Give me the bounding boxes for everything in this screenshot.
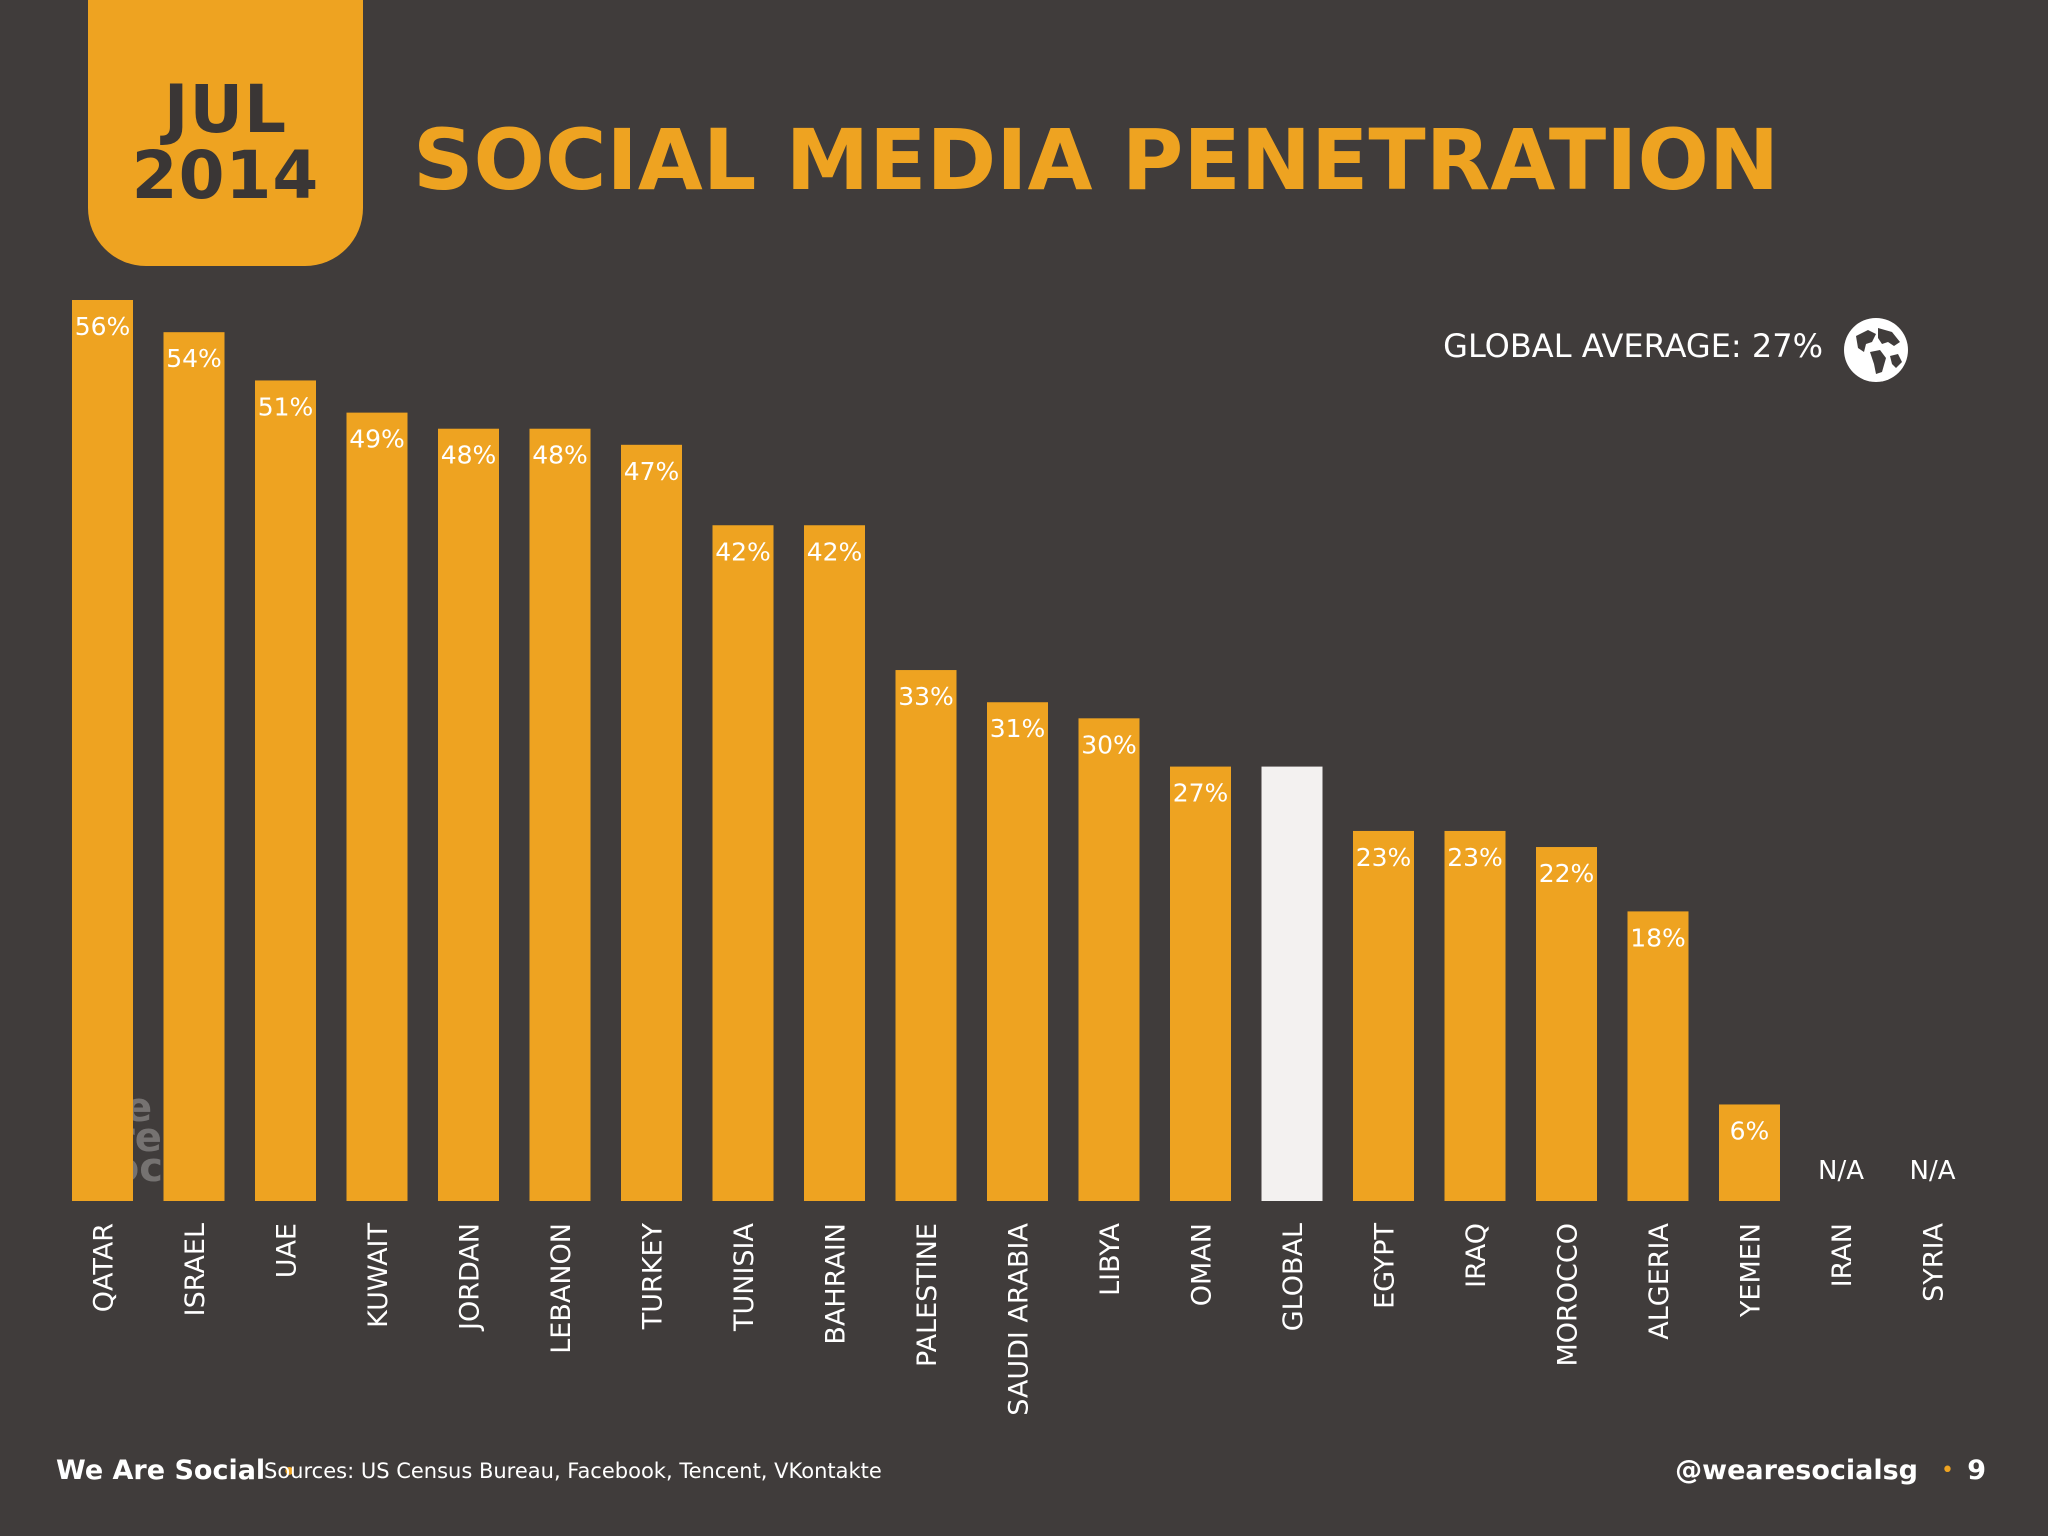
category-label-kuwait: KUWAIT: [363, 1222, 394, 1327]
data-label-uae: 51%: [258, 392, 314, 421]
date-month: JUL: [163, 71, 288, 148]
data-label-libya: 30%: [1081, 730, 1137, 759]
data-label-yemen: 6%: [1730, 1116, 1770, 1145]
data-label-iran: N/A: [1818, 1156, 1864, 1186]
bar-saudi-arabia: [987, 702, 1048, 1201]
category-label-uae: UAE: [272, 1223, 303, 1278]
bar-lebanon: [529, 428, 591, 1201]
category-label-syria: SYRIA: [1919, 1222, 1950, 1301]
category-label-qatar: QATAR: [89, 1223, 120, 1312]
category-label-oman: OMAN: [1187, 1223, 1218, 1306]
bar-libya: [1078, 718, 1140, 1201]
bar-egypt: [1353, 830, 1414, 1201]
bar-israel: [163, 332, 225, 1201]
bar-kuwait: [346, 412, 408, 1201]
data-label-tunisia: 42%: [715, 537, 771, 566]
category-label-algeria: ALGERIA: [1644, 1222, 1675, 1339]
date-year: 2014: [131, 137, 320, 214]
data-label-jordan: 48%: [441, 441, 497, 470]
data-label-lebanon: 48%: [532, 441, 588, 470]
bar-bahrain: [804, 525, 865, 1201]
footer-handle: @wearesocialsg: [1675, 1455, 1918, 1486]
date-badge: JUL 2014: [88, 0, 363, 266]
data-label-qatar: 56%: [75, 312, 131, 341]
bar-qatar: [72, 300, 133, 1201]
bar-morocco: [1536, 847, 1597, 1201]
category-label-israel: ISRAEL: [180, 1223, 211, 1316]
page-title: SOCIAL MEDIA PENETRATION: [413, 111, 1780, 209]
bar-palestine: [895, 670, 957, 1201]
data-label-morocco: 22%: [1539, 859, 1595, 888]
category-label-saudi-arabia: SAUDI ARABIA: [1004, 1222, 1035, 1415]
footer-separator-dot: •: [1941, 1458, 1954, 1483]
category-label-bahrain: BAHRAIN: [821, 1223, 852, 1345]
footer-brand: We Are Social •: [56, 1455, 296, 1486]
footer-sources: Sources: US Census Bureau, Facebook, Ten…: [264, 1459, 882, 1483]
bar-turkey: [621, 444, 682, 1201]
data-label-palestine: 33%: [898, 682, 954, 711]
category-label-palestine: PALESTINE: [912, 1223, 943, 1367]
category-label-global: GLOBAL: [1278, 1223, 1309, 1331]
category-label-morocco: MOROCCO: [1553, 1223, 1584, 1367]
category-label-yemen: YEMEN: [1736, 1223, 1767, 1318]
bar-algeria: [1627, 911, 1689, 1201]
data-label-bahrain: 42%: [807, 537, 863, 566]
data-label-israel: 54%: [166, 344, 222, 373]
category-label-libya: LIBYA: [1095, 1222, 1126, 1295]
data-label-algeria: 18%: [1630, 923, 1686, 952]
footer-brand-text: We Are Social: [56, 1455, 266, 1486]
category-label-lebanon: LEBANON: [546, 1223, 577, 1354]
bar-yemen: [1719, 1104, 1780, 1201]
global-average-label: GLOBAL AVERAGE: 27%: [1443, 327, 1823, 365]
data-label-iraq: 23%: [1447, 843, 1503, 872]
category-label-turkey: TURKEY: [638, 1223, 669, 1331]
bar-jordan: [438, 428, 499, 1201]
data-label-turkey: 47%: [624, 457, 680, 486]
bar-global: [1261, 766, 1323, 1201]
category-label-jordan: JORDAN: [455, 1223, 486, 1332]
data-label-syria: N/A: [1910, 1156, 1956, 1186]
category-label-iran: IRAN: [1827, 1223, 1858, 1287]
globe-icon: [1844, 318, 1908, 382]
bar-uae: [255, 380, 316, 1202]
footer-separator-dot: •: [274, 1460, 297, 1485]
data-label-saudi-arabia: 31%: [990, 714, 1046, 743]
page-number: 9: [1967, 1455, 1986, 1486]
data-label-egypt: 23%: [1356, 843, 1412, 872]
bar-oman: [1170, 766, 1231, 1201]
bar-iraq: [1444, 830, 1506, 1201]
category-label-tunisia: TUNISIA: [729, 1222, 760, 1332]
data-label-kuwait: 49%: [349, 425, 405, 454]
bar-tunisia: [712, 525, 774, 1201]
category-label-egypt: EGYPT: [1370, 1222, 1401, 1308]
category-label-iraq: IRAQ: [1461, 1223, 1492, 1288]
data-label-oman: 27%: [1173, 779, 1229, 808]
